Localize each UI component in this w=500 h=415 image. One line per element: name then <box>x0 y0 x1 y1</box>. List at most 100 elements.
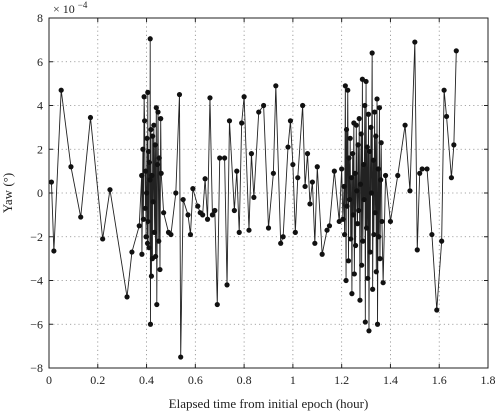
data-point <box>185 212 191 218</box>
data-point <box>145 148 152 155</box>
data-point <box>48 179 55 185</box>
data-point <box>140 216 146 222</box>
data-point <box>302 183 308 190</box>
y-tick-label: −6 <box>30 317 43 331</box>
data-point <box>173 190 179 196</box>
data-point <box>419 166 425 172</box>
data-point <box>347 196 353 203</box>
x-tick-label: 0.4 <box>139 373 154 387</box>
data-point <box>142 205 148 211</box>
data-point <box>395 172 401 179</box>
data-point <box>234 168 240 174</box>
y-tick-label: 8 <box>37 11 43 25</box>
data-point <box>140 146 146 152</box>
data-point <box>382 172 389 179</box>
data-point <box>145 89 151 95</box>
x-tick-label: 1 <box>290 373 296 387</box>
data-point <box>312 240 318 246</box>
data-point <box>353 122 359 128</box>
data-point <box>180 196 186 203</box>
data-point <box>147 321 154 327</box>
y-exponent-power: −4 <box>78 0 88 10</box>
data-point <box>429 231 435 238</box>
data-point <box>107 187 113 193</box>
data-point <box>154 161 161 168</box>
data-point <box>156 238 162 244</box>
data-point <box>157 266 163 273</box>
data-point <box>168 231 174 238</box>
data-point <box>146 159 153 165</box>
data-point <box>190 186 196 192</box>
data-point <box>51 248 57 254</box>
data-point <box>204 216 211 222</box>
data-point <box>236 229 242 235</box>
data-point <box>371 231 377 238</box>
data-point <box>376 105 383 111</box>
data-point <box>356 207 362 214</box>
data-point <box>319 251 325 257</box>
data-point <box>270 170 276 176</box>
data-point <box>124 294 130 300</box>
data-point <box>350 212 356 218</box>
data-point <box>356 116 362 122</box>
data-point <box>424 166 430 172</box>
data-point <box>78 214 84 220</box>
data-point <box>176 91 183 98</box>
data-point <box>287 118 294 124</box>
data-point <box>347 135 353 141</box>
data-point <box>145 218 151 225</box>
data-point <box>345 258 352 264</box>
y-tick-label: −4 <box>30 274 43 288</box>
data-point <box>152 253 159 260</box>
data-point <box>380 280 386 286</box>
data-point <box>361 161 367 168</box>
series-layer <box>48 36 459 360</box>
y-tick-label: 2 <box>37 142 43 156</box>
data-point <box>370 157 376 163</box>
data-point <box>154 301 160 308</box>
data-point <box>226 118 233 124</box>
grid-layer <box>49 18 488 368</box>
data-point <box>364 144 370 150</box>
data-point <box>343 126 350 133</box>
data-point <box>365 275 371 281</box>
data-point <box>451 142 457 148</box>
data-point <box>354 221 361 227</box>
data-point <box>68 164 74 170</box>
data-point <box>443 113 450 120</box>
data-point <box>448 175 455 181</box>
data-point <box>362 102 368 109</box>
data-point <box>151 229 157 235</box>
data-point <box>231 207 237 214</box>
data-point <box>379 218 385 225</box>
data-point <box>241 94 247 100</box>
data-point <box>280 234 286 240</box>
data-point <box>340 216 346 222</box>
data-point <box>374 96 380 102</box>
data-point <box>153 105 159 111</box>
data-point <box>148 126 154 133</box>
data-point <box>209 212 216 218</box>
data-point <box>355 142 361 148</box>
data-point <box>246 227 252 233</box>
data-point <box>214 301 220 308</box>
data-point <box>278 240 284 246</box>
data-point <box>441 87 447 93</box>
x-tick-label: 0 <box>46 373 52 387</box>
data-point <box>265 225 272 231</box>
data-point <box>349 291 355 297</box>
data-point <box>129 249 135 255</box>
data-point <box>373 269 379 275</box>
data-point <box>143 234 149 240</box>
data-point <box>148 273 155 279</box>
data-point <box>326 223 333 229</box>
data-point <box>402 122 408 128</box>
data-point <box>261 102 267 109</box>
tick-layer: 0 0.2 0.4 0.6 0.8 1 1.2 1.4 1.6 1.8 −8 −6 −4 −2 0 2 4 6 8 <box>30 11 495 387</box>
data-point <box>439 238 445 244</box>
data-point <box>207 95 213 101</box>
data-point <box>348 236 354 242</box>
data-point <box>200 212 206 218</box>
data-point <box>292 229 298 235</box>
